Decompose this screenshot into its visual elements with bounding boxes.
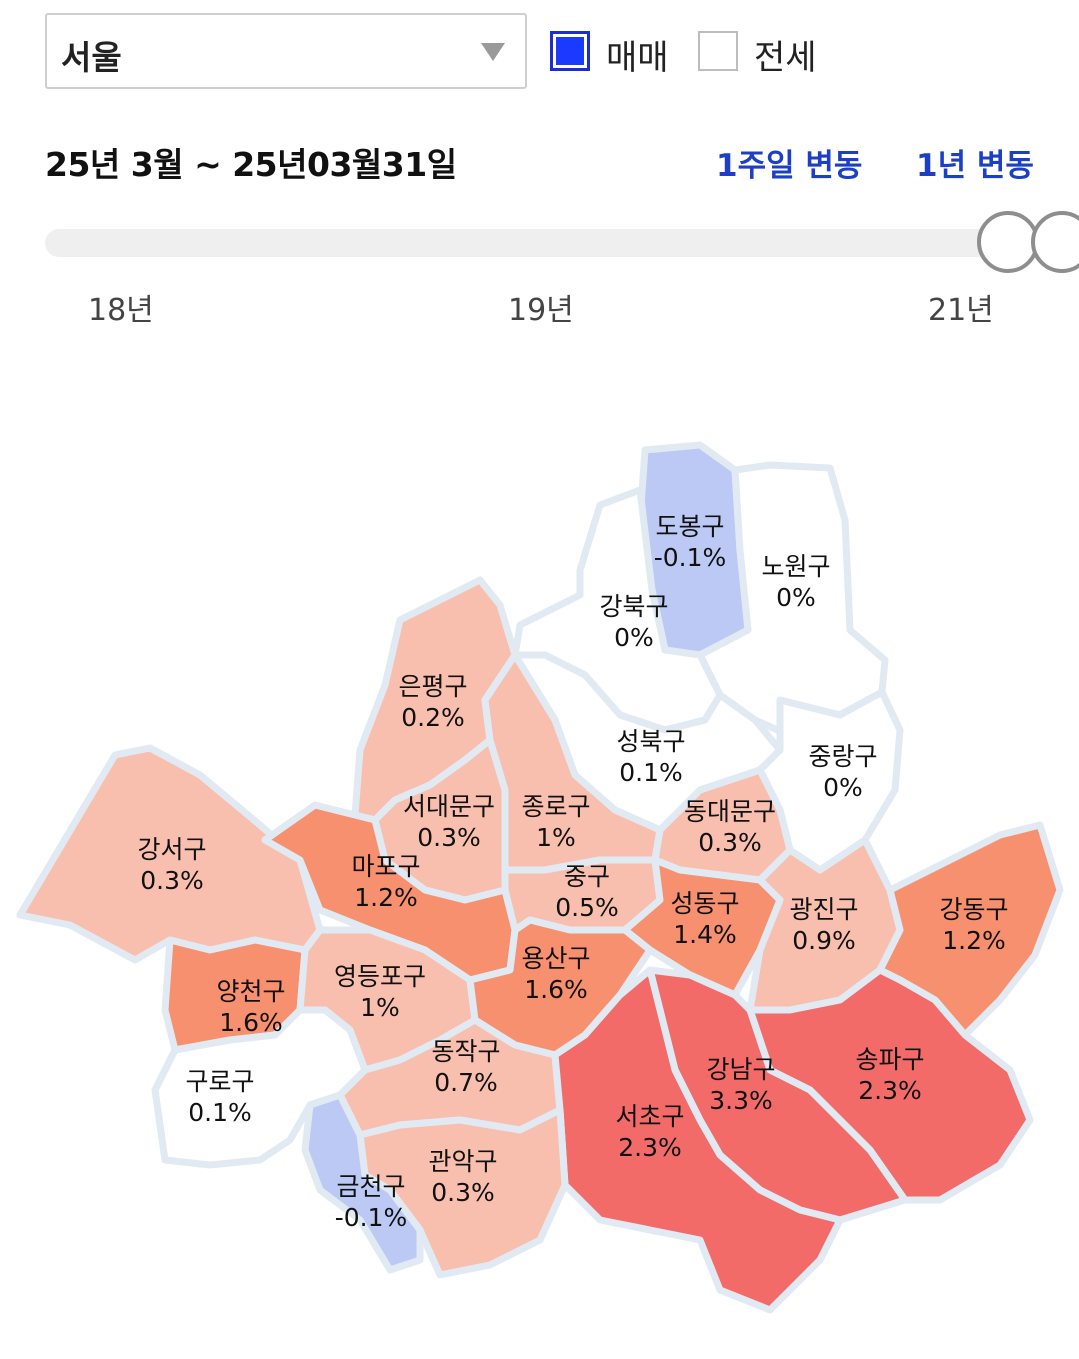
district-name-label: 강동구 bbox=[939, 895, 1008, 924]
district-name-label: 금천구 bbox=[336, 1172, 405, 1201]
district-name-label: 강북구 bbox=[599, 592, 668, 621]
district-value-label: -0.1% bbox=[654, 543, 727, 572]
timeline-end-handle[interactable] bbox=[1031, 211, 1079, 273]
district-value-label: 0.9% bbox=[792, 926, 856, 955]
district-value-label: 1.6% bbox=[219, 1008, 283, 1037]
district-name-label: 중구 bbox=[564, 862, 610, 891]
jeonse-checkbox[interactable] bbox=[698, 31, 738, 71]
district-value-label: 1% bbox=[536, 823, 576, 852]
district-value-label: 1.2% bbox=[354, 883, 418, 912]
timeline-tick: 18년 bbox=[88, 293, 154, 328]
district-gangdong[interactable] bbox=[876, 821, 1064, 1039]
district-name-label: 영등포구 bbox=[334, 962, 426, 991]
timeline-tick: 21년 bbox=[928, 293, 994, 328]
district-name-label: 성북구 bbox=[616, 727, 685, 756]
sale-checkbox[interactable] bbox=[550, 31, 590, 71]
district-value-label: 0.1% bbox=[619, 758, 683, 787]
district-value-label: 1.2% bbox=[942, 926, 1006, 955]
period-label: 25년 3월 ~ 25년03월31일 bbox=[45, 145, 457, 184]
district-value-label: 1% bbox=[360, 993, 400, 1022]
district-name-label: 성동구 bbox=[670, 889, 739, 918]
district-seongdong[interactable] bbox=[621, 856, 784, 999]
district-value-label: -0.1% bbox=[335, 1203, 408, 1232]
timeline-start-handle[interactable] bbox=[977, 211, 1039, 273]
jeonse-label: 전세 bbox=[754, 38, 817, 78]
district-name-label: 강서구 bbox=[137, 835, 206, 864]
region-select[interactable]: 서울 bbox=[45, 13, 527, 89]
district-name-label: 양천구 bbox=[216, 977, 285, 1006]
district-value-label: 2.3% bbox=[618, 1133, 682, 1162]
sale-label: 매매 bbox=[606, 38, 669, 78]
district-name-label: 강남구 bbox=[706, 1055, 775, 1084]
district-name-label: 노원구 bbox=[761, 552, 830, 581]
district-name-label: 동대문구 bbox=[684, 797, 776, 826]
district-value-label: 0% bbox=[823, 773, 863, 802]
district-value-label: 2.3% bbox=[858, 1076, 922, 1105]
district-name-label: 종로구 bbox=[521, 792, 590, 821]
region-select-value: 서울 bbox=[61, 38, 122, 77]
district-name-label: 은평구 bbox=[398, 672, 467, 701]
district-name-label: 서초구 bbox=[615, 1102, 684, 1131]
district-name-label: 송파구 bbox=[855, 1045, 924, 1074]
district-value-label: 0.3% bbox=[140, 866, 204, 895]
timeline-tick: 19년 bbox=[508, 293, 574, 328]
year-change-button[interactable]: 1년 변동 bbox=[916, 148, 1034, 184]
district-name-label: 광진구 bbox=[789, 895, 858, 924]
district-name-label: 도봉구 bbox=[655, 512, 724, 541]
district-value-label: 0.7% bbox=[434, 1068, 498, 1097]
district-name-label: 용산구 bbox=[521, 944, 590, 973]
seoul-district-map: 도봉구-0.1% 노원구0%강북구0%은평구0.2%성북구0.1%중랑구0%서대문… bbox=[16, 441, 1064, 1314]
district-value-label: 0.2% bbox=[401, 703, 465, 732]
district-value-label: 0.5% bbox=[555, 893, 619, 922]
district-name-label: 서대문구 bbox=[403, 792, 495, 821]
district-value-label: 0.3% bbox=[431, 1178, 495, 1207]
district-value-label: 0.1% bbox=[188, 1098, 252, 1127]
district-value-label: 1.6% bbox=[524, 975, 588, 1004]
district-value-label: 0% bbox=[614, 623, 654, 652]
district-value-label: 0.3% bbox=[417, 823, 481, 852]
district-value-label: 0% bbox=[776, 583, 816, 612]
chevron-down-icon bbox=[481, 43, 505, 61]
district-geumcheon[interactable] bbox=[301, 1091, 424, 1274]
week-change-button[interactable]: 1주일 변동 bbox=[716, 148, 863, 184]
district-value-label: 1.4% bbox=[673, 920, 737, 949]
district-name-label: 마포구 bbox=[351, 852, 420, 881]
district-name-label: 중랑구 bbox=[808, 742, 877, 771]
district-name-label: 구로구 bbox=[185, 1067, 254, 1096]
district-name-label: 관악구 bbox=[428, 1147, 497, 1176]
district-value-label: 0.3% bbox=[698, 828, 762, 857]
district-seocho[interactable] bbox=[551, 966, 844, 1314]
timeline-track[interactable] bbox=[45, 229, 1005, 257]
district-name-label: 동작구 bbox=[431, 1037, 500, 1066]
district-value-label: 3.3% bbox=[709, 1086, 773, 1115]
